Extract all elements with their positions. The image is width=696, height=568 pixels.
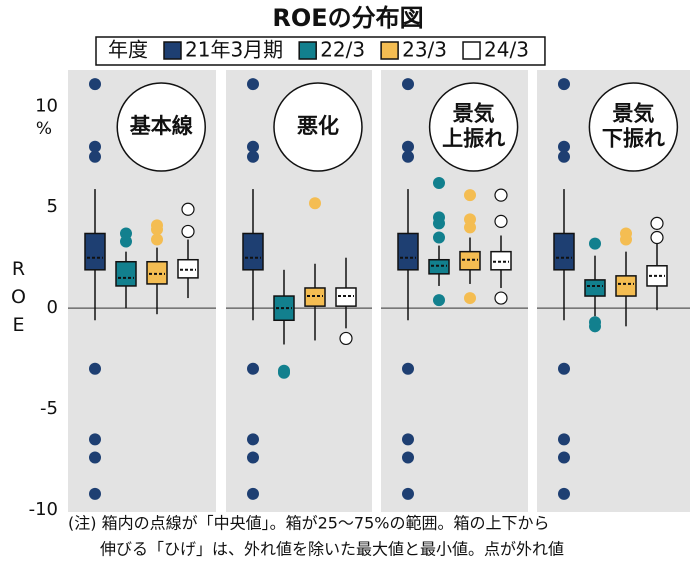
box [146, 260, 168, 285]
outlier [247, 487, 259, 500]
outlier [494, 188, 508, 202]
y-tick-label: 5 [47, 196, 58, 217]
outlier [464, 292, 476, 305]
box [553, 232, 575, 271]
outlier [433, 177, 445, 190]
panel-label: 悪化 [297, 114, 339, 138]
outlier [558, 451, 570, 464]
outlier [120, 235, 132, 248]
outlier [433, 217, 445, 230]
outlier [89, 487, 101, 500]
outlier [558, 78, 570, 91]
outlier [494, 291, 508, 305]
outlier [151, 223, 163, 236]
outlier [433, 294, 445, 307]
y-tick-label: 10 [35, 95, 58, 116]
panel-label-circle [116, 82, 206, 172]
outlier [402, 451, 414, 464]
box [459, 250, 481, 271]
legend: 年度 21年3月期 22/3 23/3 24/3 [95, 36, 546, 66]
outlier [181, 224, 195, 239]
box [584, 279, 606, 297]
outlier [402, 487, 414, 500]
y-tick-label: 0 [47, 297, 58, 318]
outlier [89, 362, 101, 375]
outlier [558, 150, 570, 163]
legend-label: 23/3 [402, 38, 447, 62]
outlier [247, 150, 259, 163]
outlier [89, 140, 101, 153]
outlier [650, 216, 664, 230]
outlier [494, 214, 508, 228]
outlier [247, 140, 259, 153]
outlier [309, 197, 321, 210]
panel-label: 下振れ [602, 127, 665, 151]
box [304, 287, 326, 307]
box [177, 258, 199, 279]
legend-swatch [380, 41, 399, 60]
legend-swatch [163, 41, 182, 60]
box [115, 260, 137, 287]
outlier [89, 433, 101, 446]
outlier [433, 231, 445, 244]
outlier [247, 78, 259, 91]
outlier [181, 202, 195, 216]
outlier [620, 233, 632, 246]
box [615, 275, 637, 297]
box [490, 250, 512, 271]
outlier [247, 451, 259, 464]
outlier [89, 150, 101, 163]
outlier [589, 237, 601, 250]
legend-swatch [462, 41, 481, 60]
box [335, 287, 357, 307]
outlier [558, 140, 570, 153]
note-line: (注) 箱内の点線が「中央値」。箱が25～75%の範囲。箱の上下から [68, 514, 550, 533]
panel-label: 基本線 [130, 114, 193, 138]
panel-label-circle [588, 82, 679, 172]
y-tick-label: -10 [29, 499, 58, 520]
outlier [89, 78, 101, 91]
outlier [558, 487, 570, 500]
legend-label: 21年3月期 [185, 38, 283, 62]
outlier [402, 140, 414, 153]
legend-frame [95, 36, 546, 66]
box [428, 258, 450, 275]
outlier [402, 78, 414, 91]
legend-label: 22/3 [320, 38, 365, 62]
outlier [402, 150, 414, 163]
note-line: 伸びる「ひげ」は、外れ値を除いた最大値と最小値。点が外れ値 [100, 540, 564, 559]
outlier [558, 433, 570, 446]
panel-label-circle [273, 82, 363, 172]
outlier [278, 366, 290, 379]
outlier [464, 221, 476, 234]
legend-label: 24/3 [484, 38, 529, 62]
outlier [151, 233, 163, 246]
legend-title: 年度 [108, 38, 148, 62]
outlier [589, 320, 601, 333]
panel-label: 景気 [453, 102, 495, 126]
outlier [558, 362, 570, 375]
outlier [247, 433, 259, 446]
box [84, 232, 106, 271]
outlier [89, 451, 101, 464]
outlier [339, 331, 353, 346]
box [242, 232, 264, 271]
panel-label: 上振れ [442, 127, 505, 151]
outlier [402, 433, 414, 446]
outlier [402, 362, 414, 375]
box [397, 232, 419, 271]
outlier [247, 362, 259, 375]
outlier [464, 189, 476, 202]
legend-swatch [298, 41, 317, 60]
y-unit: % [36, 119, 52, 139]
chart-title: ROEの分布図 [272, 4, 423, 32]
panel-label-circle [428, 82, 519, 172]
panel-label: 景気 [612, 102, 654, 126]
outlier [650, 230, 664, 245]
y-tick-label: -5 [40, 398, 58, 419]
y-axis-label: ROE [8, 258, 30, 342]
